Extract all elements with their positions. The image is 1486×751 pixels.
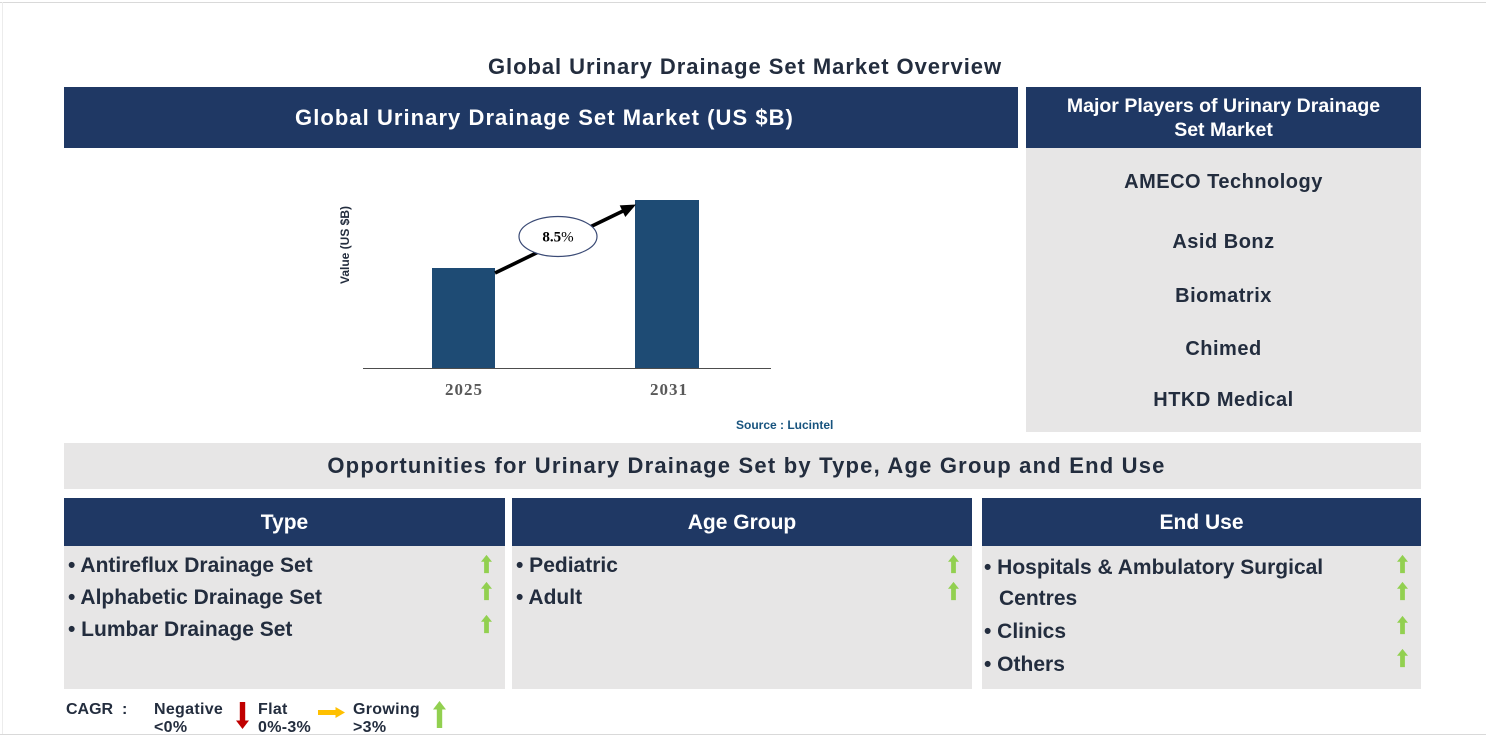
svg-text:8.5%: 8.5%	[542, 230, 573, 246]
